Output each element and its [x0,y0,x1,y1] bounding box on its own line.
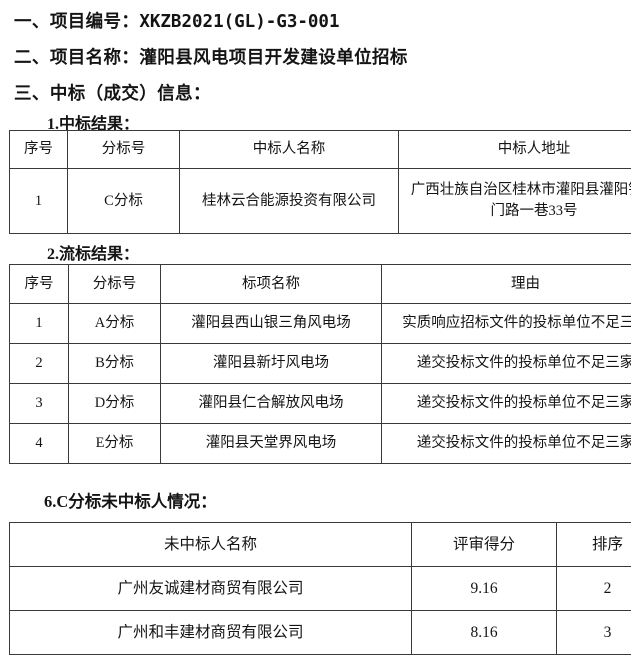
cell-reason: 递交投标文件的投标单位不足三家 [382,384,631,424]
cell-loser-name: 广州友诚建材商贸有限公司 [10,567,412,611]
cell-seq: 1 [10,304,69,344]
heading-label-3: 中标（成交）信息： [50,83,211,103]
table-row: 1 A分标 灌阳县西山银三角风电场 实质响应招标文件的投标单位不足三家 [10,304,631,344]
caption-failed-result: 2.流标结果： [47,240,139,264]
cell-project-name: 灌阳县西山银三角风电场 [161,304,382,344]
table-header-row: 序号 分标号 中标人名称 中标人地址 [10,131,631,169]
heading-number-3: 三、 [14,83,50,103]
winning-result-table: 序号 分标号 中标人名称 中标人地址 1 C分标 桂林云合能源投资有限公司 广西… [9,130,631,234]
project-name-value: 灌阳县风电项目开发建设单位招标 [139,47,408,67]
heading-number-1: 一、 [14,11,50,31]
cell-seq: 4 [10,424,69,464]
failed-result-table: 序号 分标号 标项名称 理由 1 A分标 灌阳县西山银三角风电场 实质响应招标文… [9,264,631,464]
cell-lot: B分标 [69,344,161,384]
cell-seq: 2 [10,344,69,384]
cell-reason: 实质响应招标文件的投标单位不足三家 [382,304,631,344]
column-header-project: 标项名称 [161,265,382,304]
table-row: 广州友诚建材商贸有限公司 9.16 2 [10,567,631,611]
cell-winner-address: 广西壮族自治区桂林市灌阳县灌阳镇南门路一巷33号 [399,169,631,234]
table-row: 3 D分标 灌阳县仁合解放风电场 递交投标文件的投标单位不足三家 [10,384,631,424]
table-row: 广州和丰建材商贸有限公司 8.16 3 [10,611,631,655]
cell-rank: 2 [557,567,631,611]
heading-project-number: 一、项目编号：XKZB2021(GL)-G3-001 [14,8,340,33]
heading-label-2: 项目名称： [50,47,140,67]
column-header-name: 中标人名称 [180,131,399,169]
column-header-loser-name: 未中标人名称 [10,523,412,567]
cell-lot: A分标 [69,304,161,344]
table-row: 2 B分标 灌阳县新圩风电场 递交投标文件的投标单位不足三家 [10,344,631,384]
cell-rank: 3 [557,611,631,655]
column-header-lot: 分标号 [69,265,161,304]
table-row: 1 C分标 桂林云合能源投资有限公司 广西壮族自治区桂林市灌阳县灌阳镇南门路一巷… [10,169,631,234]
column-header-score: 评审得分 [412,523,557,567]
column-header-rank: 排序 [557,523,631,567]
project-number-value: XKZB2021(GL)-G3-001 [139,12,339,32]
table-header-row: 序号 分标号 标项名称 理由 [10,265,631,304]
column-header-reason: 理由 [382,265,631,304]
cell-lot: D分标 [69,384,161,424]
heading-project-name: 二、项目名称：灌阳县风电项目开发建设单位招标 [14,44,408,69]
table-header-row: 未中标人名称 评审得分 排序 [10,523,631,567]
heading-label-1: 项目编号： [50,11,140,31]
heading-number-2: 二、 [14,47,50,67]
cell-score: 9.16 [412,567,557,611]
heading-award-info: 三、中标（成交）信息： [14,80,211,105]
cell-winner-name: 桂林云合能源投资有限公司 [180,169,399,234]
column-header-lot: 分标号 [68,131,180,169]
cell-project-name: 灌阳县新圩风电场 [161,344,382,384]
cell-project-name: 灌阳县天堂界风电场 [161,424,382,464]
cell-lot: C分标 [68,169,180,234]
cell-reason: 递交投标文件的投标单位不足三家 [382,424,631,464]
column-header-seq: 序号 [10,265,69,304]
cell-loser-name: 广州和丰建材商贸有限公司 [10,611,412,655]
caption-losing-bidders: 6.C分标未中标人情况： [44,488,217,512]
column-header-seq: 序号 [10,131,68,169]
cell-project-name: 灌阳县仁合解放风电场 [161,384,382,424]
table-row: 4 E分标 灌阳县天堂界风电场 递交投标文件的投标单位不足三家 [10,424,631,464]
column-header-address: 中标人地址 [399,131,631,169]
cell-lot: E分标 [69,424,161,464]
cell-reason: 递交投标文件的投标单位不足三家 [382,344,631,384]
losing-bidders-table: 未中标人名称 评审得分 排序 广州友诚建材商贸有限公司 9.16 2 广州和丰建… [9,522,631,655]
cell-seq: 3 [10,384,69,424]
cell-score: 8.16 [412,611,557,655]
cell-seq: 1 [10,169,68,234]
